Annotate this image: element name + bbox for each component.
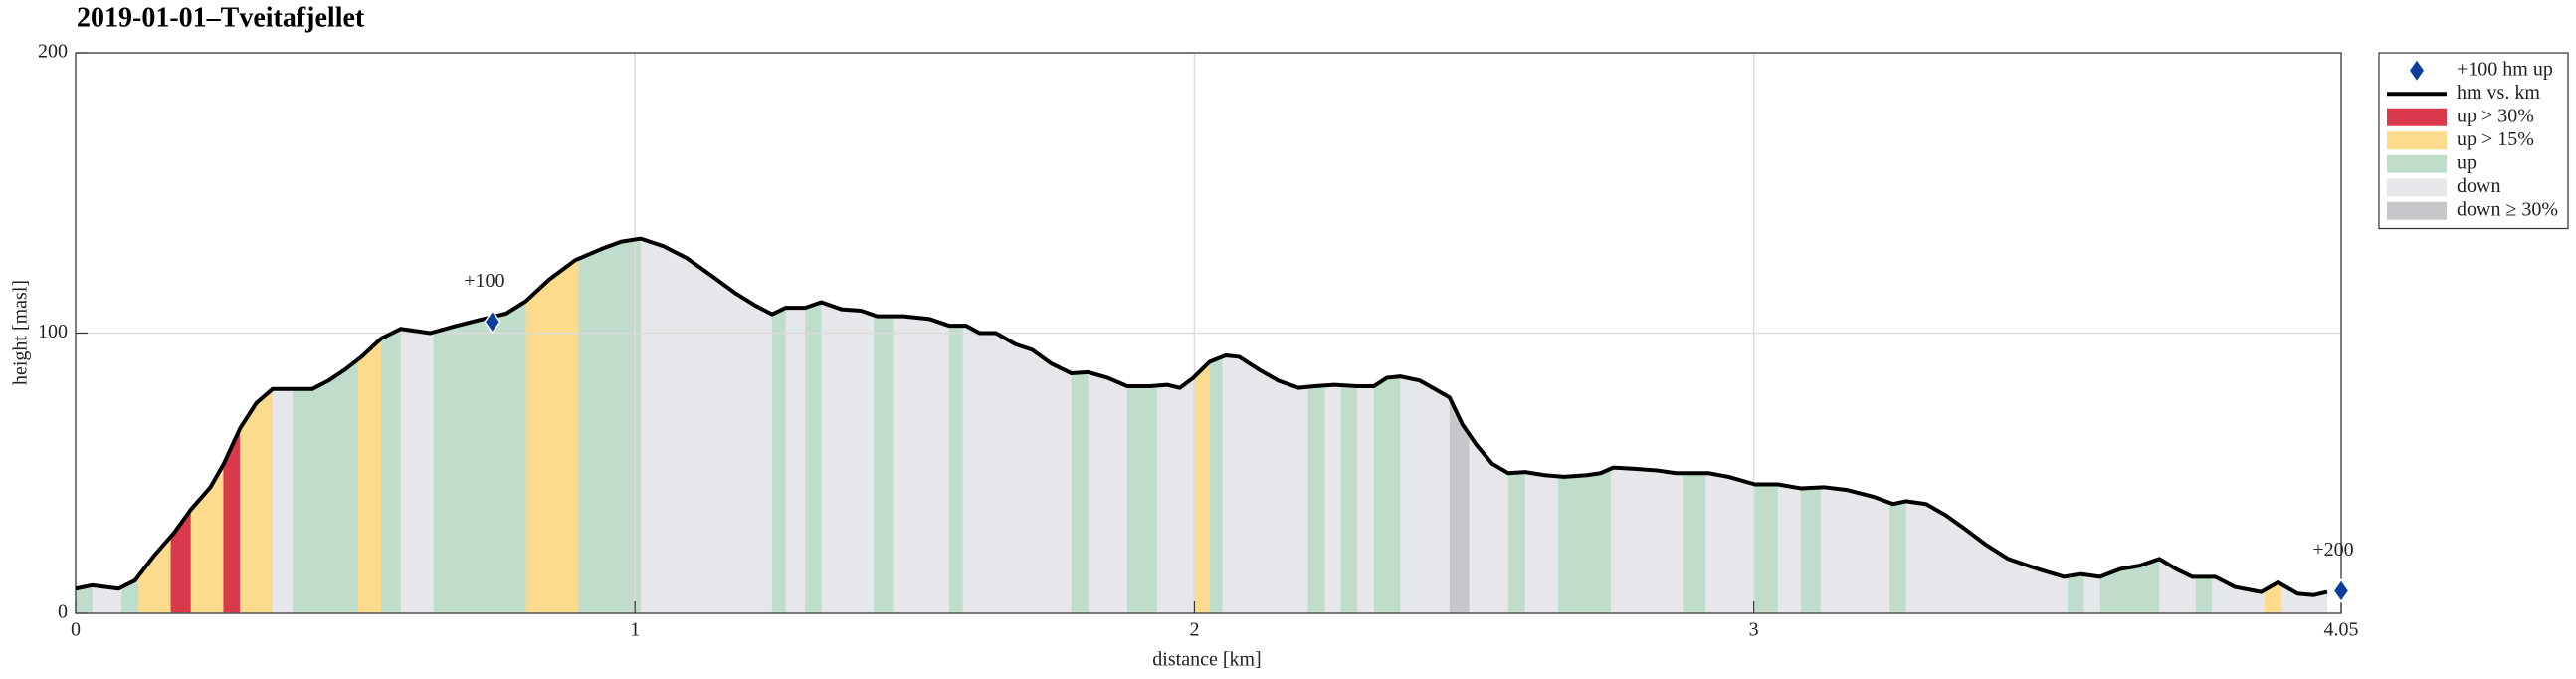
legend-swatch <box>2387 178 2447 197</box>
legend-swatch <box>2387 108 2447 126</box>
segment <box>223 428 241 613</box>
x-tick-label: 3 <box>1749 619 1759 641</box>
legend-label: up <box>2457 151 2477 173</box>
y-tick-label: 0 <box>58 601 68 623</box>
segment <box>1209 356 1223 613</box>
segment <box>578 238 641 613</box>
segment <box>240 388 273 613</box>
segment <box>293 359 358 613</box>
segment <box>1754 484 1778 613</box>
segment <box>525 258 579 613</box>
x-tick-label: 0 <box>71 619 81 641</box>
segment <box>1340 384 1358 613</box>
segment <box>1373 376 1401 613</box>
segment <box>1193 361 1210 613</box>
segment <box>2264 582 2281 613</box>
segment <box>1507 472 1525 613</box>
segment <box>949 326 963 613</box>
legend-swatch <box>2387 154 2447 173</box>
marker <box>484 309 501 335</box>
segment <box>1449 397 1470 613</box>
legend-swatch <box>2387 131 2447 150</box>
x-axis-label: distance [km] <box>1152 649 1261 671</box>
segment <box>805 302 822 613</box>
legend-label: down ≥ 30% <box>2457 198 2558 220</box>
segment <box>170 509 191 613</box>
segment <box>1889 501 1906 613</box>
legend-label: +100 hm up <box>2457 58 2553 80</box>
x-tick-label: 1 <box>630 619 640 641</box>
y-axis-label: height [masl] <box>10 280 32 385</box>
segment <box>357 339 381 613</box>
chart-title: 2019-01-01–Tveitafjellet <box>77 2 365 33</box>
legend-marker <box>2410 60 2424 81</box>
legend-swatch <box>2387 201 2447 220</box>
legend-label: up > 30% <box>2457 105 2534 126</box>
y-tick-label: 100 <box>38 321 68 342</box>
legend-label: hm vs. km <box>2457 82 2540 104</box>
segment <box>76 584 93 613</box>
marker-label: +100 <box>464 270 504 292</box>
legend-label: down <box>2457 175 2500 197</box>
segment <box>1800 487 1821 613</box>
segment <box>1071 371 1089 613</box>
legend-label: up > 15% <box>2457 128 2534 150</box>
marker-label: +200 <box>2312 539 2353 561</box>
segment <box>1557 468 1611 613</box>
y-tick-label: 200 <box>38 41 68 63</box>
segment <box>2195 576 2213 613</box>
segment <box>771 308 786 613</box>
segment <box>1307 385 1325 613</box>
segment <box>1126 385 1157 613</box>
marker <box>2332 578 2350 603</box>
segment <box>380 329 401 613</box>
segment <box>874 315 894 613</box>
x-tick-label: 4.05 <box>2324 619 2359 641</box>
profile-line <box>75 236 2328 597</box>
segment <box>2068 573 2084 613</box>
x-tick-label: 2 <box>1189 619 1199 641</box>
segment <box>1683 473 1706 613</box>
segment <box>433 301 526 613</box>
segment <box>137 537 171 613</box>
